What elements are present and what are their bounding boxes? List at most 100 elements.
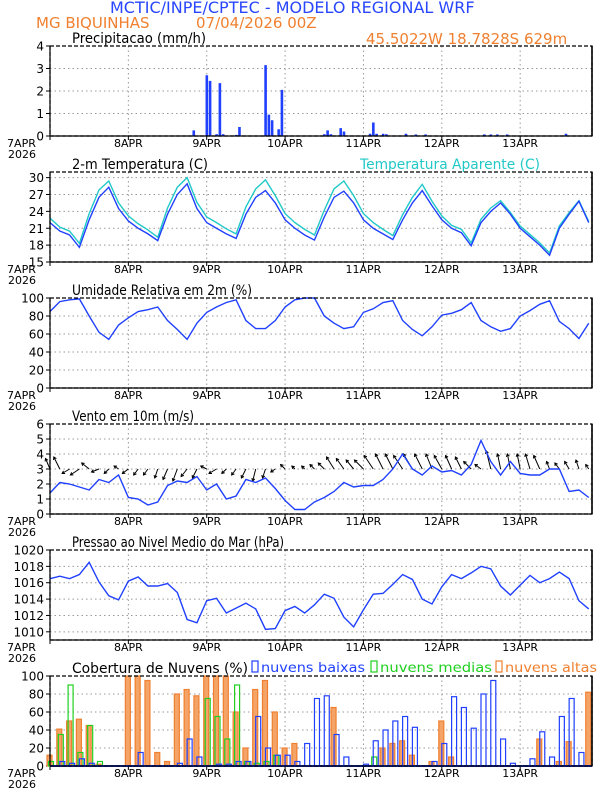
cloud-bar-nuvens-baixas <box>470 727 477 767</box>
wind-arrow-head <box>454 456 459 461</box>
wind-arrow-head <box>425 453 429 458</box>
wind-arrow-head <box>269 469 274 473</box>
wind-arrow-head <box>384 453 389 458</box>
y-tick-label: 2 <box>36 478 44 492</box>
panel-4: 1010 1012 1014 1016 1018 1020 7APR 8APR 9APR 10AP… <box>7 535 593 665</box>
x-year-label: 2026 <box>8 526 36 539</box>
wind-arrow-head <box>496 453 500 457</box>
precip-bar <box>267 114 271 136</box>
y-tick-label: 1020 <box>13 544 44 558</box>
wind-arrow-head <box>221 470 225 475</box>
wind-arrow <box>375 453 384 470</box>
x-tick-label: 10APR <box>267 767 303 780</box>
x-tick-label: 9APR <box>192 767 221 780</box>
x-tick-label: 11APR <box>346 389 382 402</box>
y-tick-label: 0 <box>36 508 44 522</box>
wind-arrow-head <box>69 472 74 476</box>
wind-arrow-head <box>199 465 204 469</box>
x-tick-label: 12APR <box>424 641 460 654</box>
cloud-bar-nuvens-altas <box>222 675 229 767</box>
x-tick-label: 12APR <box>424 263 460 276</box>
precip-bar <box>489 134 493 136</box>
precip-bar <box>339 128 342 136</box>
x-tick-label: 9APR <box>192 137 221 150</box>
wind-arrow-head <box>413 453 418 458</box>
wind-arrow <box>280 464 286 470</box>
wind-arrow <box>231 468 237 476</box>
y-tick-label: 3 <box>36 463 44 477</box>
y-tick-label: 18 <box>29 239 44 253</box>
wind-arrow <box>191 468 198 479</box>
cloud-bar-nuvens-altas <box>65 720 73 767</box>
precip-bar <box>218 83 222 136</box>
wind-arrow <box>474 464 482 470</box>
wind-arrow-head <box>261 474 266 479</box>
y-tick-label: 0 <box>36 382 44 396</box>
wind-arrow <box>61 468 70 474</box>
precip-bar <box>205 75 209 136</box>
series-line <box>49 438 590 511</box>
x-tick-label: 11APR <box>346 767 382 780</box>
wind-arrow-head <box>515 453 520 457</box>
wind-arrow-head <box>153 474 158 479</box>
legend-label: nuvens medias <box>380 660 492 676</box>
wind-arrow <box>533 455 541 470</box>
wind-arrow <box>53 456 61 470</box>
x-tick-label: 10APR <box>267 263 303 276</box>
coordinates-label: 45.5022W 18.7828S 629m <box>366 30 568 48</box>
wind-arrow <box>154 468 159 479</box>
cloud-bar-nuvens-altas <box>124 675 131 767</box>
precip-bar <box>277 129 280 136</box>
precip-bar <box>215 134 218 136</box>
y-tick-label: 40 <box>29 346 44 360</box>
y-tick-label: 20 <box>29 742 44 756</box>
wind-arrow <box>200 465 207 470</box>
y-tick-label: 100 <box>21 292 44 306</box>
x-year-label: 2026 <box>8 652 36 665</box>
y-tick-label: 4 <box>36 40 44 54</box>
wind-arrow-head <box>574 459 579 464</box>
wind-arrow-head <box>444 454 449 459</box>
panel-title: 2-m Temperatura (C) <box>72 157 208 173</box>
wind-arrow-head <box>335 457 340 462</box>
y-tick-label: 80 <box>29 310 44 324</box>
x-tick-label: 11APR <box>346 263 382 276</box>
wind-arrow-head <box>121 470 126 475</box>
cloud-bar-nuvens-altas <box>232 711 239 767</box>
x-year-label: 2026 <box>8 148 36 161</box>
wind-arrow-head <box>353 459 358 464</box>
wind-arrow <box>208 468 217 474</box>
wind-arrow-head <box>554 462 558 467</box>
precip-bar <box>221 134 225 136</box>
wind-arrow <box>354 459 364 470</box>
wind-arrow <box>221 468 227 474</box>
x-tick-label: 9APR <box>192 641 221 654</box>
wind-arrow <box>81 462 90 470</box>
wind-arrow-head <box>103 470 108 475</box>
wind-arrow <box>345 459 355 470</box>
y-tick-label: 60 <box>29 706 44 720</box>
x-tick-label: 8APR <box>114 641 143 654</box>
x-tick-label: 12APR <box>424 515 460 528</box>
run-date-label: 07/04/2026 00Z <box>196 14 317 32</box>
x-tick-label: 13APR <box>502 137 538 150</box>
wind-arrow <box>433 455 443 470</box>
legend-swatch <box>251 660 259 673</box>
precip-bar <box>414 134 418 136</box>
x-tick-label: 10APR <box>267 515 303 528</box>
cloud-bar-nuvens-baixas <box>558 715 565 767</box>
wind-arrow <box>103 468 110 474</box>
precip-bar <box>264 65 267 136</box>
cloud-bar-nuvens-altas <box>203 675 210 767</box>
x-tick-label: 9APR <box>192 263 221 276</box>
y-tick-label: 80 <box>29 688 44 702</box>
cloud-bar-nuvens-altas <box>173 693 180 767</box>
y-tick-label: 30 <box>29 171 44 185</box>
cloud-bar-nuvens-altas <box>212 675 220 767</box>
precip-bar <box>505 134 509 136</box>
wind-arrow-head <box>191 474 196 479</box>
wind-arrow-head <box>393 454 397 459</box>
cloud-bar-nuvens-baixas <box>372 740 379 767</box>
cloud-bar-nuvens-baixas <box>323 695 330 767</box>
wind-arrow <box>564 461 570 470</box>
